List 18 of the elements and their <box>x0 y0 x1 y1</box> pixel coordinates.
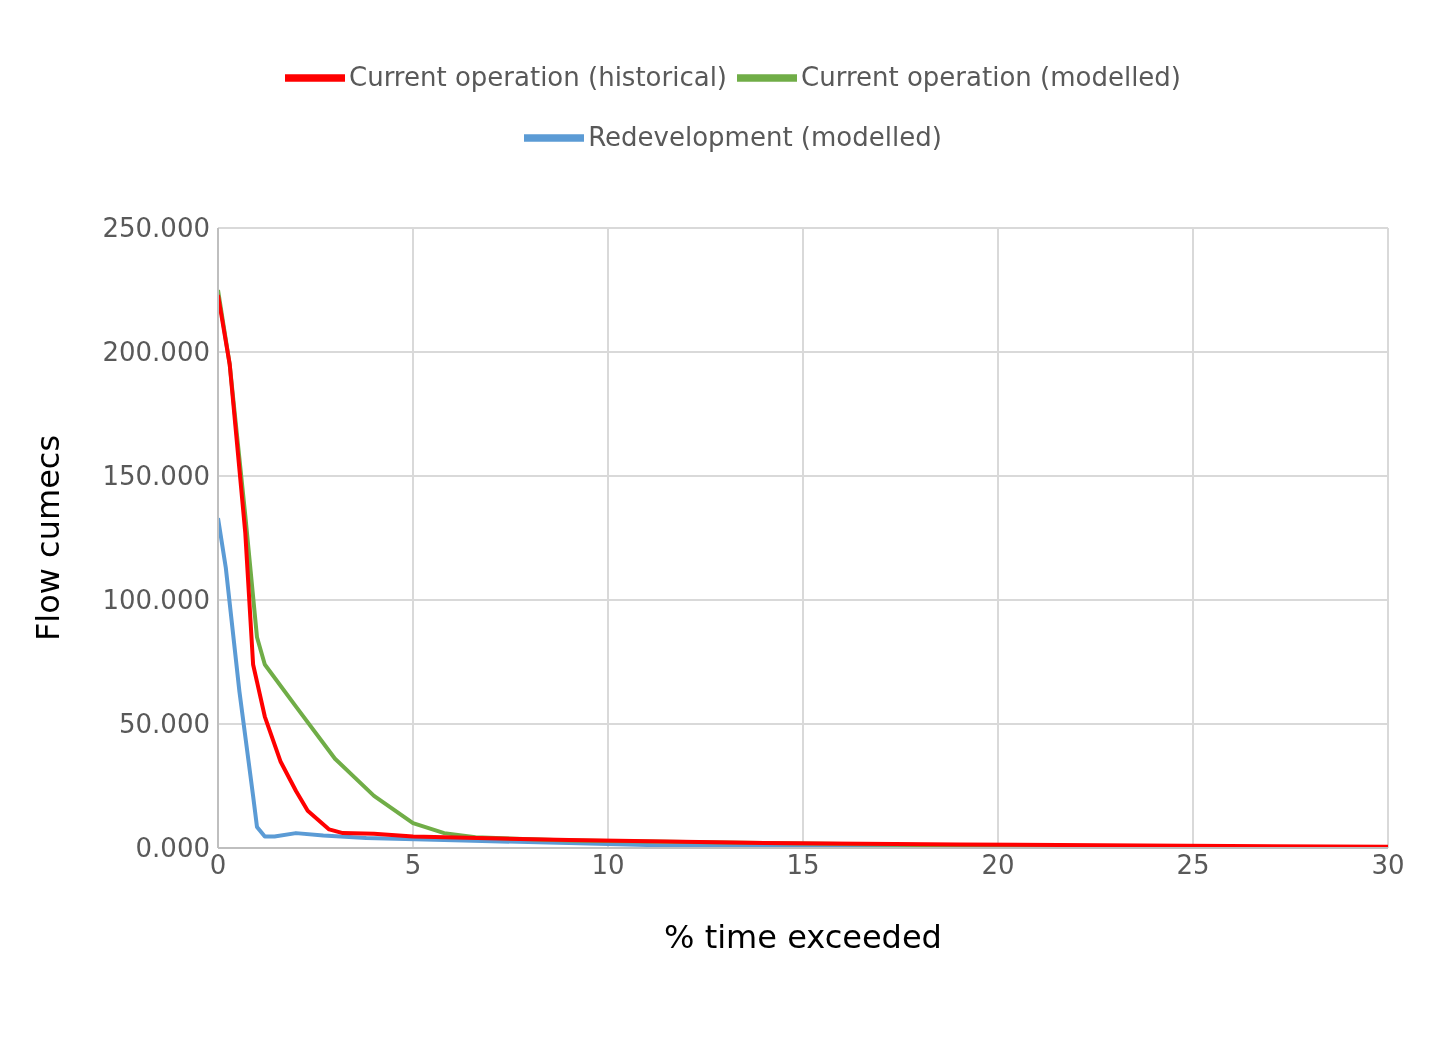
y-tick-label: 150.000 <box>102 461 210 492</box>
x-tick-label: 20 <box>981 850 1015 881</box>
y-tick-label: 250.000 <box>102 213 210 244</box>
y-axis-title: Flow cumecs <box>29 434 68 642</box>
y-tick-label: 0.000 <box>135 833 210 864</box>
legend-label: Current operation (modelled) <box>801 61 1181 92</box>
y-tick-label: 200.000 <box>102 337 210 368</box>
legend-label: Redevelopment (modelled) <box>588 121 942 152</box>
x-tick-label: 5 <box>404 850 422 881</box>
x-tick-label: 10 <box>591 850 625 881</box>
x-tick-label: 0 <box>209 850 227 881</box>
x-axis-title: % time exceeded <box>664 918 942 956</box>
y-tick-label: 50.000 <box>119 709 210 740</box>
x-tick-label: 15 <box>786 850 820 881</box>
y-tick-label: 100.000 <box>102 585 210 616</box>
x-tick-label: 30 <box>1371 850 1405 881</box>
x-tick-label: 25 <box>1176 850 1210 881</box>
legend-label: Current operation (historical) <box>349 61 728 92</box>
